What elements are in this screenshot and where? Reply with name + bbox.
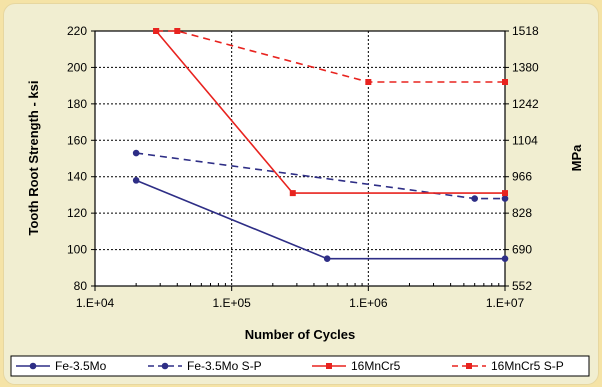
tick-labels: 80 552 100 690 120 828 140 966 160 1104 180 1242 200… (67, 24, 539, 310)
data-point (161, 362, 169, 370)
data-point (501, 255, 509, 262)
series-fe-3-5mo (132, 177, 509, 262)
x-axis-title: Number of Cycles (245, 327, 356, 342)
data-point (501, 195, 509, 202)
legend: Fe-3.5Mo Fe-3.5Mo S-P 16MnCr5 16MnCr5 S-P (10, 355, 590, 377)
data-point (502, 190, 508, 197)
data-point (471, 195, 478, 202)
y-right-tick-label: 1104 (512, 133, 538, 147)
data-point (502, 79, 508, 85)
y-right-tick-label: 1518 (512, 24, 539, 38)
series-16mncr5-s-p (153, 28, 508, 85)
y-axis-title: Tooth Root Strength - ksi (26, 80, 41, 235)
y-tick-label: 80 (74, 279, 88, 293)
data-point (365, 79, 372, 85)
data-point (323, 255, 331, 262)
y-right-tick-label: 966 (512, 170, 532, 184)
legend-label: Fe-3.5Mo S-P (187, 359, 262, 373)
y-tick-label: 160 (67, 133, 87, 147)
x-tick-label: 1.E+04 (76, 296, 115, 310)
legend-box (10, 355, 590, 377)
y-right-tick-label: 552 (512, 279, 532, 293)
y-tick-label: 180 (67, 97, 87, 111)
data-point (466, 363, 472, 369)
legend-label: 16MnCr5 S-P (491, 359, 564, 373)
data-point (174, 28, 181, 34)
x-tick-label: 1.E+05 (212, 296, 251, 310)
y-right-tick-label: 1242 (512, 97, 539, 111)
y-tick-label: 200 (67, 60, 87, 74)
grid (91, 30, 509, 291)
y-right-tick-label: 828 (512, 206, 532, 220)
series-layer (132, 28, 509, 262)
plot-area (94, 30, 506, 287)
series-line (156, 30, 505, 83)
data-point (326, 363, 332, 369)
legend-label: 16MnCr5 (351, 359, 401, 373)
series-fe-3-5mo-s-p (132, 149, 509, 202)
data-point (29, 362, 37, 370)
y-right-tick-label: 690 (512, 243, 532, 257)
y-tick-label: 220 (67, 24, 87, 38)
y-tick-label: 140 (67, 170, 87, 184)
data-point (153, 28, 160, 34)
y-tick-label: 120 (67, 206, 87, 220)
y-right-axis-title: MPa (569, 144, 584, 172)
x-tick-label: 1.E+07 (486, 296, 525, 310)
y-right-tick-label: 1380 (512, 60, 539, 74)
data-point (289, 190, 296, 197)
x-tick-label: 1.E+06 (349, 296, 388, 310)
data-point (132, 177, 140, 184)
data-point (132, 149, 140, 157)
y-tick-label: 100 (67, 243, 87, 257)
legend-label: Fe-3.5Mo (55, 359, 107, 373)
